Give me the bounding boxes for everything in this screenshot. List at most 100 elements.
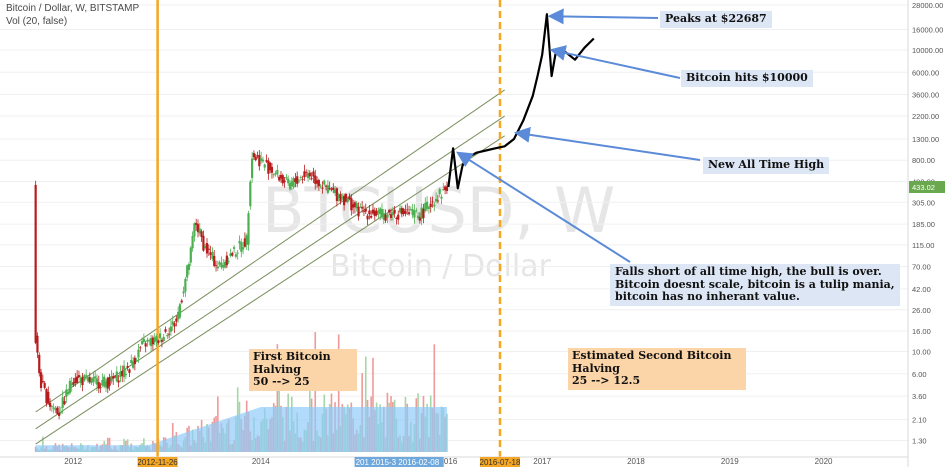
bear-line-1: Falls short of all time high, the bull i…	[615, 265, 882, 278]
candle-body	[274, 173, 277, 175]
candle-body	[355, 203, 358, 209]
candle-body	[330, 188, 333, 190]
candle-body	[189, 247, 192, 263]
y-tick-label: 10.00	[912, 347, 931, 356]
halving-lines	[156, 0, 502, 457]
date-tag-bg	[479, 457, 520, 467]
annotation-arrows	[456, 8, 701, 263]
candle-body	[153, 337, 156, 343]
candle-body	[211, 252, 214, 259]
candle-body	[278, 176, 281, 181]
candle-body	[315, 180, 319, 184]
candle-body	[317, 180, 320, 187]
candle-body	[420, 207, 423, 219]
candle-body	[225, 255, 228, 266]
candle-body	[335, 188, 338, 202]
candle-body	[299, 177, 302, 178]
candle-body	[113, 376, 117, 378]
candle-body	[168, 333, 171, 335]
halving2-annotation[interactable]: Estimated Second Bitcoin Halving 25 --> …	[568, 348, 746, 390]
candle-body	[294, 178, 297, 183]
candle-body	[148, 340, 151, 341]
range-tag-label: 201 2015-3 2016-02-08	[356, 458, 440, 467]
candle-body	[157, 340, 160, 343]
candle-body	[343, 195, 346, 206]
candle-body	[303, 171, 306, 178]
y-tick-label: 185.00	[912, 220, 935, 229]
price-axis: 28000.00 16000.00 10000.00 6000.00 3600.00 22…	[907, 0, 945, 467]
candle-body	[348, 196, 351, 200]
candle-body	[48, 402, 52, 407]
candle-body	[270, 166, 274, 173]
candle-body	[137, 349, 140, 358]
x-tick-label: 2017	[533, 457, 551, 466]
candle-body	[169, 326, 173, 332]
candle-body	[139, 347, 142, 349]
y-tick-label: 28000.00	[912, 1, 943, 10]
time-axis: 2012 2014 2016 2017 2018 2019 2020 2012-11-26 20…	[0, 456, 908, 467]
candle-body	[379, 208, 382, 215]
bear-annotation[interactable]: Falls short of all time high, the bull i…	[610, 264, 900, 306]
candle-body	[220, 262, 223, 268]
candle-body	[350, 198, 353, 211]
candle-body	[247, 213, 250, 245]
candle-body	[57, 412, 61, 416]
candle-body	[234, 254, 237, 257]
candle-body	[285, 177, 288, 179]
candle-body	[402, 208, 405, 214]
candle-body	[279, 174, 283, 179]
candle-body	[442, 189, 445, 190]
candle-body	[121, 370, 124, 376]
candle-body	[415, 210, 418, 212]
new-ath-annotation[interactable]: New All Time High	[703, 157, 830, 174]
projection-path	[447, 13, 595, 190]
candle-body	[427, 207, 430, 209]
candle-body	[83, 375, 86, 381]
candle-body	[171, 321, 174, 325]
arrow-peak	[547, 8, 659, 25]
candle-body	[164, 329, 167, 332]
volume-bar	[42, 436, 44, 452]
candle-body	[36, 335, 39, 353]
y-tick-label: 305.00	[912, 198, 935, 207]
candle-body	[38, 354, 41, 374]
channel-line	[35, 89, 505, 413]
candle-body	[122, 365, 126, 378]
candle-body	[47, 391, 50, 404]
candle-body	[68, 380, 72, 393]
candle-body	[361, 207, 364, 209]
candle-body	[301, 179, 304, 180]
candle-body	[178, 304, 182, 318]
candle-body	[74, 377, 77, 383]
volume-bar	[314, 332, 317, 452]
candle-body	[269, 162, 272, 171]
candle-body	[353, 202, 357, 208]
candle-body	[424, 203, 427, 211]
halving2-line-1: Estimated Second Bitcoin Halving	[572, 349, 732, 375]
candle-body	[373, 210, 376, 217]
candle-body	[333, 189, 337, 194]
y-tick-label: 1300.00	[912, 135, 939, 144]
candle-body	[433, 204, 436, 207]
candle-body	[104, 381, 108, 388]
candle-body	[76, 376, 79, 383]
date-tag-bg	[137, 457, 178, 467]
peak-annotation[interactable]: Peaks at $22687	[660, 11, 772, 28]
candle-body	[209, 252, 212, 255]
hits-10k-annotation[interactable]: Bitcoin hits $10000	[681, 70, 813, 87]
candle-body	[124, 373, 127, 376]
candle-body	[187, 264, 191, 270]
candle-body	[341, 197, 344, 199]
arrow-new-ath	[513, 126, 701, 161]
candle-body	[263, 164, 266, 168]
candle-body	[34, 184, 37, 343]
candle-body	[202, 235, 205, 251]
candle-body	[375, 210, 378, 216]
candle-body	[159, 333, 162, 339]
candle-body	[344, 193, 348, 202]
x-tick-label: 2014	[252, 457, 270, 466]
candle-body	[81, 376, 84, 386]
halving1-annotation[interactable]: First Bitcoin Halving 50 --> 25	[249, 349, 357, 391]
candle-body	[357, 206, 360, 217]
